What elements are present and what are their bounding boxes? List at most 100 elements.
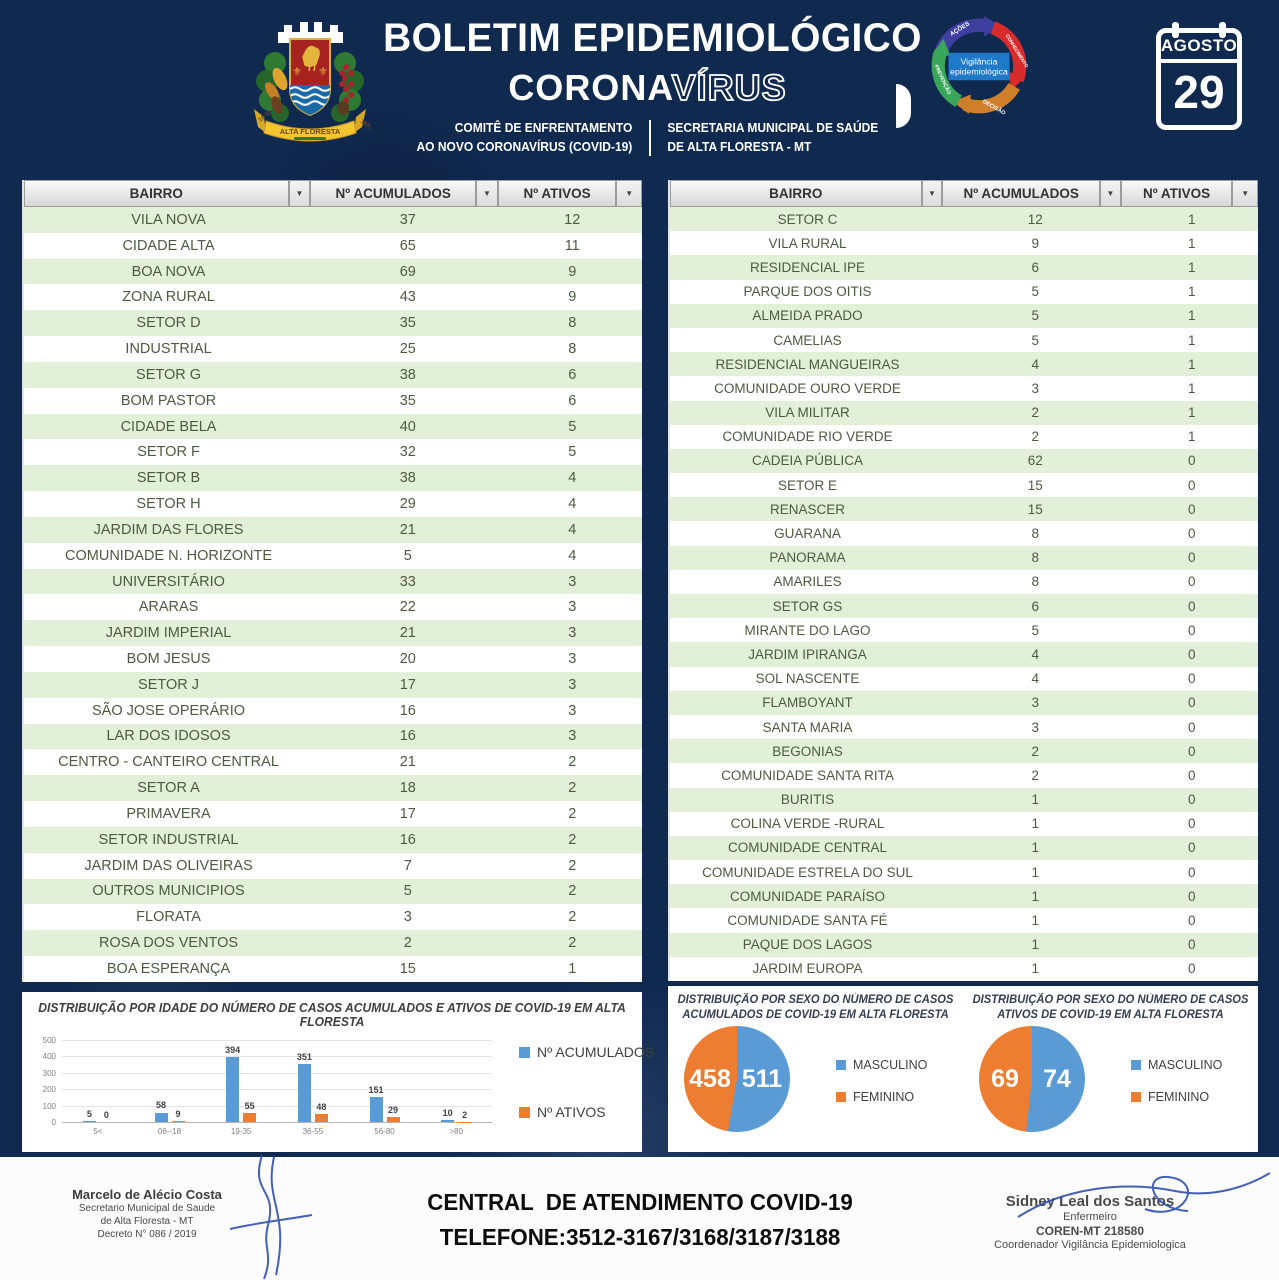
cell-bairro: GUARANA [774, 526, 841, 542]
corona-solid-text: CORONA [508, 67, 672, 108]
legend-label: MASCULINO [853, 1058, 928, 1072]
cell-bairro: LAR DOS IDOSOS [106, 728, 231, 745]
cycle-center-box [948, 52, 1010, 81]
legend-item-feminino: FEMININO [836, 1090, 914, 1104]
table-row: CADEIA PÚBLICA 62 0 [670, 448, 1258, 474]
cell-acumulados: 35 [399, 315, 416, 332]
table-row: ZONA RURAL 43 9 [24, 284, 642, 311]
cell-bairro: AMARILES [773, 574, 842, 590]
filter-dropdown-icon-clipped[interactable]: ▼ [616, 180, 642, 207]
cell-bairro: PANORAMA [769, 550, 846, 566]
cell-acumulados: 22 [399, 599, 416, 616]
pie-active [979, 1026, 1085, 1132]
table-row: OUTROS MUNICIPIOS 5 2 [24, 878, 642, 905]
cell-acumulados: 32 [399, 444, 416, 461]
cell-acumulados: 1 [1031, 816, 1040, 832]
cell-ativos: 1 [1187, 405, 1196, 421]
table-row: CIDADE ALTA 65 11 [24, 232, 642, 259]
crest-year-right: 1979 [359, 119, 370, 132]
y-axis-tick: 100 [42, 1101, 56, 1111]
cell-bairro: JARDIM DAS OLIVEIRAS [84, 857, 253, 874]
cell-ativos: 0 [1187, 937, 1196, 953]
table-row: SETOR INDUSTRIAL 16 2 [24, 826, 642, 853]
pie-accumulated [684, 1026, 790, 1132]
cell-acumulados: 65 [399, 237, 416, 254]
cell-bairro: INDUSTRIAL [125, 341, 212, 358]
column-header-ativos: Nº ATIVOS [1120, 180, 1233, 207]
x-axis-tick: 19-35 [230, 1127, 252, 1136]
cell-acumulados: 2 [1031, 743, 1040, 759]
cell-acumulados: 2 [403, 935, 412, 952]
bar-chart-plot-area [62, 1040, 492, 1123]
cell-acumulados: 40 [399, 418, 416, 435]
table-row: COLINA VERDE -RURAL 1 0 [670, 811, 1258, 836]
neighborhood-table-left: BAIRRO ▼ Nº ACUMULADOS ▼ Nº ATIVOS ▼ VIL… [22, 180, 642, 982]
table-row: CAMELIAS 5 1 [670, 327, 1258, 353]
cell-ativos: 1 [1187, 235, 1196, 251]
cell-acumulados: 8 [1031, 574, 1040, 590]
cell-ativos: 8 [568, 315, 577, 332]
cell-acumulados: 43 [399, 289, 416, 306]
calendar-body: AGOSTO 29 [1156, 28, 1242, 130]
cell-bairro: VILA RURAL [768, 235, 847, 251]
y-axis-tick: 500 [42, 1036, 56, 1045]
filter-dropdown-icon[interactable]: ▼ [921, 180, 943, 207]
cell-bairro: BURITIS [780, 792, 835, 808]
table-row: AMARILES 8 0 [670, 569, 1258, 594]
cell-ativos: 3 [568, 728, 577, 745]
cell-acumulados: 25 [399, 341, 416, 358]
filter-dropdown-icon[interactable]: ▼ [1100, 180, 1121, 207]
gridline [62, 1056, 492, 1058]
cell-bairro: CIDADE BELA [120, 418, 217, 435]
cell-acumulados: 12 [1027, 211, 1043, 227]
cell-ativos: 2 [568, 935, 577, 952]
cell-ativos: 4 [568, 547, 577, 564]
legend-label: MASCULINO [1148, 1058, 1223, 1072]
table-row: SETOR B 38 4 [24, 465, 642, 492]
table-row: COMUNIDADE PARAÍSO 1 0 [670, 884, 1258, 909]
cell-ativos: 2 [568, 805, 577, 822]
cell-bairro: UNIVERSITÁRIO [112, 573, 225, 590]
table-header-row: BAIRRO ▼ Nº ACUMULADOS ▼ Nº ATIVOS ▼ [670, 180, 1258, 207]
legend-swatch-blue [1131, 1060, 1141, 1070]
legend-swatch-blue [519, 1046, 530, 1058]
table-row: SETOR C 12 1 [670, 207, 1258, 232]
table-row: INDUSTRIAL 25 8 [24, 336, 642, 362]
cell-bairro: BEGONIAS [772, 743, 843, 759]
table-row: JARDIM EUROPA 1 0 [670, 956, 1258, 981]
cell-acumulados: 1 [1031, 864, 1040, 880]
crest-left-foliage [256, 52, 289, 122]
table-row: SANTA MARIA 3 0 [670, 714, 1258, 740]
cell-bairro: SETOR A [137, 780, 200, 797]
cell-bairro: PAQUE DOS LAGOS [742, 937, 873, 953]
legend-item-feminino: FEMININO [1131, 1090, 1209, 1104]
cell-acumulados: 35 [399, 392, 416, 409]
table-body: VILA NOVA 37 12 CIDADE ALTA 65 11 BOA NOVA 69 9 Z… [24, 207, 642, 982]
cell-acumulados: 8 [1031, 526, 1040, 542]
filter-dropdown-icon-clipped[interactable]: ▼ [1232, 180, 1258, 207]
table-row: GUARANA 8 0 [670, 521, 1258, 546]
table-row: MIRANTE DO LAGO 5 0 [670, 618, 1258, 643]
neighborhood-table-right: BAIRRO ▼ Nº ACUMULADOS ▼ Nº ATIVOS ▼ SET… [668, 180, 1258, 981]
cell-bairro: ALMEIDA PRADO [752, 308, 863, 324]
table-row: COMUNIDADE ESTRELA DO SUL 1 0 [670, 860, 1258, 885]
cell-ativos: 2 [568, 883, 577, 900]
bar-ativos [386, 1117, 400, 1122]
cell-acumulados: 69 [399, 263, 416, 280]
filter-dropdown-icon[interactable]: ▼ [476, 180, 498, 207]
cell-ativos: 9 [568, 263, 577, 280]
crest-fleur-right: ⚜ [318, 66, 328, 78]
cell-acumulados: 6 [1031, 598, 1040, 614]
crest-banner-text: ALTA FLORESTA [280, 127, 341, 136]
table-row: JARDIM IPIRANGA 4 0 [670, 642, 1258, 667]
cell-ativos: 1 [1187, 308, 1196, 324]
cell-ativos: 1 [1187, 284, 1196, 300]
cell-bairro: SETOR D [136, 315, 201, 332]
table-row: COMUNIDADE RIO VERDE 2 1 [670, 424, 1258, 449]
cell-bairro: ARARAS [138, 599, 199, 616]
table-row: VILA NOVA 37 12 [24, 207, 642, 233]
filter-dropdown-icon[interactable]: ▼ [288, 180, 311, 207]
cell-bairro: RENASCER [770, 501, 846, 517]
cell-acumulados: 62 [1027, 453, 1043, 469]
